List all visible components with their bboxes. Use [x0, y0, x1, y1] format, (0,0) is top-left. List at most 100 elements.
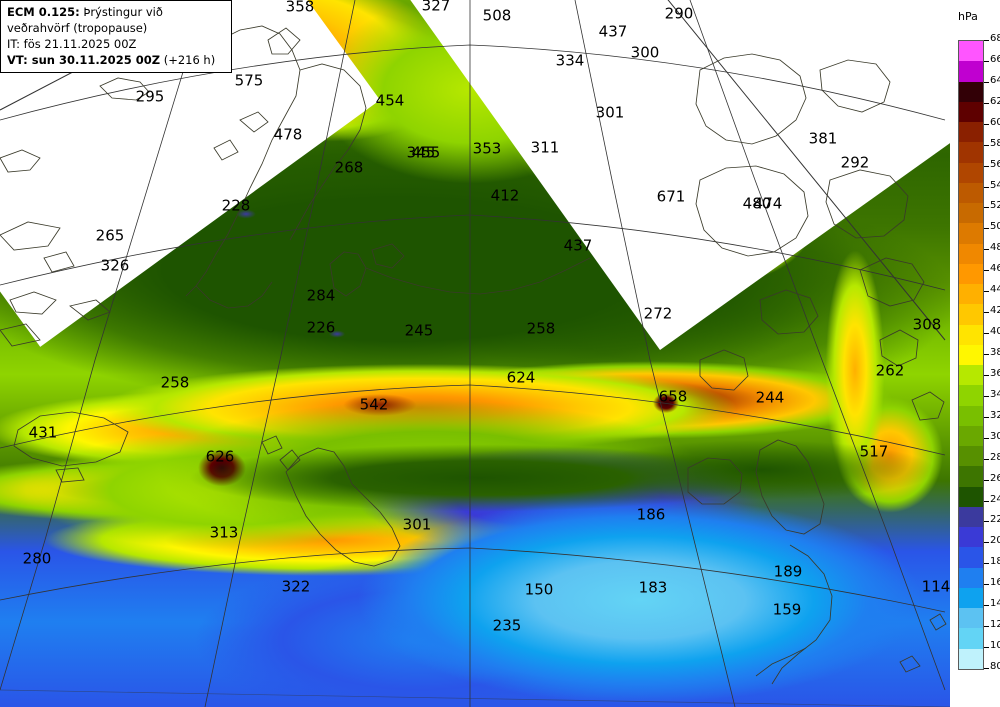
tick-label: 440	[990, 284, 1000, 296]
tick-label: 380	[990, 347, 1000, 358]
tick-mark	[984, 542, 989, 544]
pressure-value-label: 311	[530, 138, 560, 157]
tick-label: 300	[990, 430, 1000, 442]
tick-label: 600	[990, 116, 1000, 128]
tick-label: 280	[990, 451, 1000, 463]
tick-mark	[984, 312, 989, 314]
tick-mark	[984, 333, 989, 335]
pressure-value-label: 517	[859, 442, 889, 461]
pressure-value-label: 626	[205, 447, 235, 466]
pressure-value-label: 235	[492, 616, 522, 635]
parameter-line2: veðrahvörf (tropopause)	[7, 21, 148, 35]
map-canvas[interactable]: 295 358 327 508 290 437 300 334 301 575 454 478 345 4…	[0, 0, 950, 707]
tick-mark	[984, 458, 989, 460]
pressure-value-label: 183	[638, 578, 668, 597]
init-time: IT: fös 21.11.2025 00Z	[7, 37, 137, 51]
pressure-value-label: 228	[221, 196, 251, 215]
model-and-parameter-line1: ECM 0.125: Þrýstingur við	[7, 4, 225, 20]
colorbar-band	[959, 122, 983, 143]
colorbar-strip	[958, 40, 984, 670]
tick-mark	[984, 437, 989, 439]
colorbar-band	[959, 648, 983, 669]
colorbar-band	[959, 203, 983, 224]
pressure-value-label: 437	[598, 22, 628, 41]
tick-label: 500	[990, 221, 1000, 233]
tick-mark	[984, 144, 989, 146]
tick-mark	[984, 395, 989, 397]
pressure-value-label: 244	[755, 388, 785, 407]
colorbar-band	[959, 81, 983, 102]
colorbar-tick-labels: 680 660 640 620 600 580 560 540 520 500 480 460 440 4…	[984, 33, 1000, 672]
coastline-graticule-overlay	[0, 0, 950, 707]
pressure-value-label: 474	[753, 194, 783, 213]
pressure-value-label: 258	[526, 319, 556, 338]
tick-mark	[984, 291, 989, 293]
tick-label: 680	[990, 33, 1000, 44]
tick-mark	[984, 374, 989, 376]
pressure-value-label: 334	[555, 51, 585, 70]
colorbar-band	[959, 425, 983, 446]
tick-label: 520	[990, 200, 1000, 212]
pressure-value-label: 353	[472, 139, 502, 158]
colorbar-band	[959, 324, 983, 345]
pressure-value-label: 245	[404, 321, 434, 340]
tick-mark	[984, 354, 989, 355]
lead-time: (+216 h)	[163, 53, 216, 67]
pressure-value-label: 322	[281, 577, 311, 596]
colorbar-band	[959, 385, 983, 406]
colorbar-band	[959, 506, 983, 527]
tick-label: 320	[990, 409, 1000, 421]
colorbar-band	[959, 527, 983, 548]
pressure-value-label: 327	[421, 0, 451, 15]
colorbar-band	[959, 263, 983, 284]
tick-mark	[984, 60, 989, 62]
pressure-value-label: 284	[306, 286, 336, 305]
tick-mark	[984, 123, 989, 125]
colorbar-band	[959, 587, 983, 608]
tick-label: 420	[990, 305, 1000, 317]
tick-mark	[984, 270, 989, 272]
tick-label: 480	[990, 242, 1000, 254]
pressure-value-label: 381	[808, 129, 838, 148]
tick-mark	[984, 521, 989, 523]
pressure-value-label: 455	[411, 143, 441, 162]
colorbar-band	[959, 182, 983, 203]
colorbar-band	[959, 223, 983, 244]
tick-label: 180	[990, 556, 1000, 568]
pressure-value-label: 345	[406, 143, 436, 162]
pressure-value-label: 308	[912, 315, 942, 334]
pressure-value-label: 454	[375, 91, 405, 110]
pressure-value-label: 480	[742, 194, 772, 213]
colorbar-band	[959, 608, 983, 629]
tick-mark	[984, 249, 989, 251]
tick-mark	[984, 626, 989, 628]
valid-time-label: VT: sun 30.11.2025 00Z	[7, 53, 161, 67]
pressure-value-label: 300	[630, 43, 660, 62]
pressure-value-label: 508	[482, 6, 512, 25]
tick-label: 100	[990, 640, 1000, 652]
tick-mark	[984, 102, 989, 104]
pressure-value-label: 290	[664, 4, 694, 23]
parameter-line1: Þrýstingur við	[83, 5, 163, 19]
pressure-value-label: 301	[595, 103, 625, 122]
tick-mark	[984, 228, 989, 230]
tick-label: 560	[990, 158, 1000, 170]
colorbar-band	[959, 365, 983, 386]
colorbar-band	[959, 446, 983, 467]
tick-label: 340	[990, 388, 1000, 400]
pressure-value-label: 301	[402, 515, 432, 534]
pressure-value-label: 268	[334, 158, 364, 177]
colorbar-band	[959, 304, 983, 325]
tick-mark	[984, 647, 989, 649]
tick-mark	[984, 605, 989, 607]
pressure-value-label: 114	[921, 577, 950, 596]
model-label: ECM 0.125:	[7, 5, 80, 19]
tick-label: 540	[990, 179, 1000, 191]
tick-label: 200	[990, 535, 1000, 547]
tick-mark	[984, 81, 989, 83]
tick-mark	[984, 668, 989, 669]
colorbar-band	[959, 142, 983, 163]
pressure-value-label: 478	[273, 125, 303, 144]
tick-label: 640	[990, 74, 1000, 86]
